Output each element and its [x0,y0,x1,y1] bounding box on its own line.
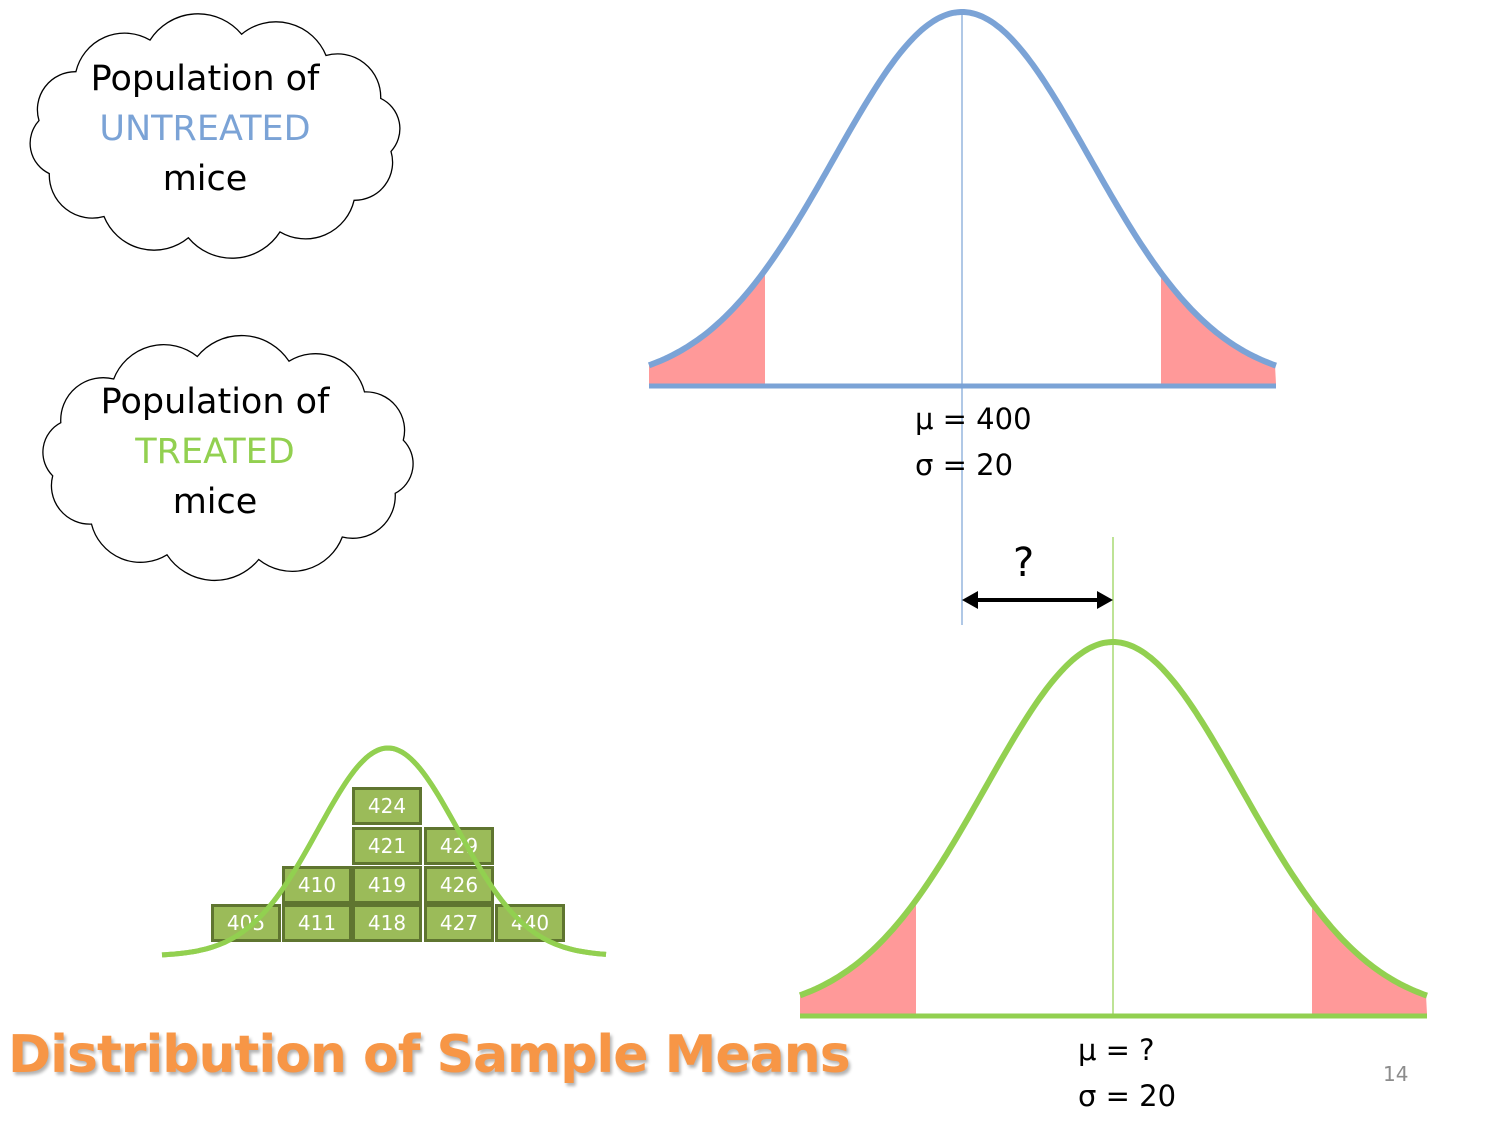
treated-population-cloud [42,334,414,582]
treated-stats: μ = ? σ = 20 [1078,1027,1176,1119]
sample-mean-box: 411 [282,904,352,942]
cloud-untreated-outline [29,13,401,259]
untreated-stats: μ = 400 σ = 20 [915,396,1032,488]
cloud-treated-outline [42,334,414,582]
sample-mean-box: 418 [352,904,422,942]
sample-mean-box: 426 [424,866,494,904]
untreated-sigma: σ = 20 [915,448,1014,482]
untreated-left-tail [649,270,765,384]
untreated-right-tail [1161,272,1276,384]
sample-mean-box: 429 [424,827,494,865]
sample-mean-box: 427 [424,904,494,942]
sample-mean-box: 405 [211,904,281,942]
untreated-cloud-line3: mice [162,159,248,199]
untreated-population-cloud [29,13,401,259]
sample-mean-box: 421 [352,827,422,865]
treated-cloud-label: Population of TREATED mice [70,377,360,527]
untreated-cloud-keyword: UNTREATED [99,109,311,149]
treated-right-tail [1312,902,1427,1014]
untreated-cloud-label: Population of UNTREATED mice [60,54,350,204]
sample-mean-box: 440 [495,904,565,942]
treated-mu: μ = ? [1078,1033,1155,1067]
sample-mean-box: 410 [282,866,352,904]
sample-mean-box: 424 [352,787,422,825]
untreated-distribution [647,9,1277,625]
treated-distribution [798,537,1428,1019]
difference-question-mark: ? [1013,540,1035,586]
mean-difference-arrow [962,591,1113,609]
untreated-bell-curve [647,9,1277,369]
slide-title: Distribution of Sample Means [8,1025,851,1085]
treated-cloud-line1: Population of [100,382,330,422]
treated-cloud-keyword: TREATED [135,432,295,472]
slide-number: 14 [1383,1062,1409,1086]
sample-mean-box: 419 [352,866,422,904]
untreated-mu: μ = 400 [915,402,1032,436]
treated-cloud-line3: mice [172,482,258,522]
untreated-cloud-line1: Population of [90,59,320,99]
treated-sigma: σ = 20 [1078,1079,1177,1113]
treated-left-tail [800,900,916,1014]
